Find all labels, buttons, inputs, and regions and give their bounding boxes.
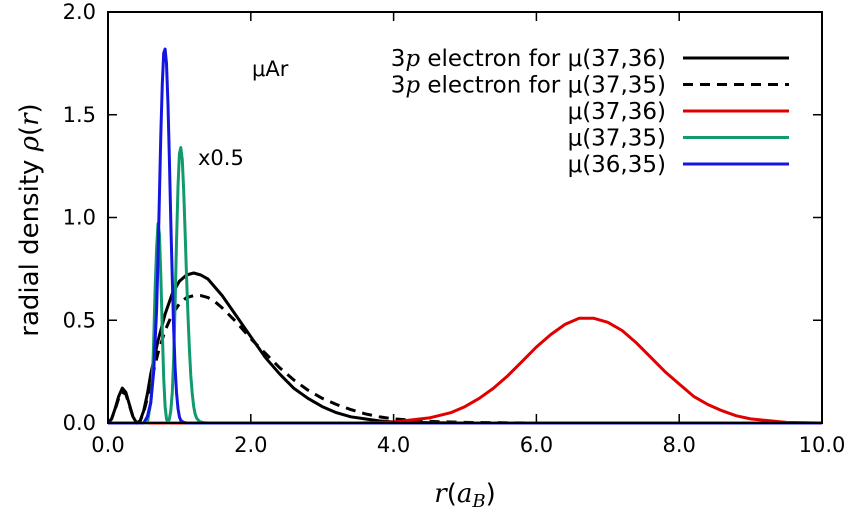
legend-label-3: μ(37,35) [568, 126, 666, 152]
legend-label-4: μ(36,35) [568, 152, 666, 178]
x-tick-label: 2.0 [234, 433, 267, 457]
y-axis-title: radial density ρ(r) [15, 103, 45, 336]
y-tick-label: 0.0 [63, 411, 96, 435]
ticks-layer: 0.0 2.0 4.0 6.0 8.0 10.0 0.0 0.5 1.0 1.5 2.0 [63, 0, 846, 457]
x-tick-label: 4.0 [377, 433, 410, 457]
x-tick-label: 0.0 [91, 433, 124, 457]
series-layer [106, 47, 823, 425]
legend: 3p electron for μ(37,36)3p electron for … [391, 46, 789, 178]
y-tick-label: 2.0 [63, 0, 96, 24]
legend-label-0: 3p electron for μ(37,36) [391, 46, 666, 72]
annotation-muAr: μAr [252, 57, 289, 81]
legend-label-2: μ(37,36) [568, 99, 666, 125]
series-line-0 [106, 271, 822, 425]
series-line-1 [106, 294, 822, 425]
x-tick-label: 6.0 [520, 433, 553, 457]
y-tick-label: 0.5 [63, 308, 96, 332]
annotation-scale: x0.5 [198, 146, 244, 170]
series-line-2 [108, 316, 823, 425]
x-axis-title: r(aB) [434, 479, 496, 512]
x-tick-label: 8.0 [662, 433, 695, 457]
x-tick-label: 10.0 [799, 433, 846, 457]
series-line-4 [108, 47, 822, 425]
y-tick-label: 1.0 [63, 206, 96, 230]
y-tick-label: 1.5 [63, 103, 96, 127]
legend-label-1: 3p electron for μ(37,35) [391, 73, 666, 99]
